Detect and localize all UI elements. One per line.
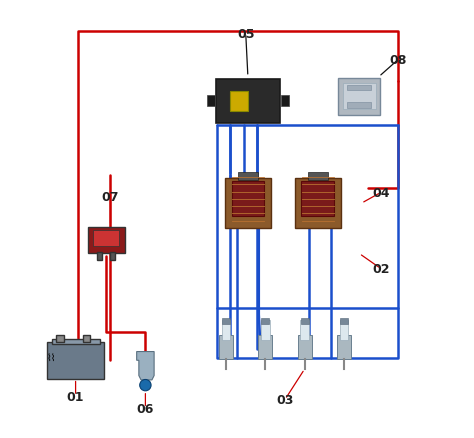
Text: 06: 06 bbox=[137, 402, 154, 415]
FancyBboxPatch shape bbox=[258, 336, 273, 359]
FancyBboxPatch shape bbox=[298, 336, 311, 359]
FancyBboxPatch shape bbox=[219, 336, 233, 359]
Text: 07: 07 bbox=[102, 191, 119, 204]
FancyBboxPatch shape bbox=[207, 96, 215, 107]
FancyBboxPatch shape bbox=[339, 320, 348, 340]
FancyBboxPatch shape bbox=[231, 182, 264, 217]
FancyBboxPatch shape bbox=[216, 80, 280, 123]
FancyBboxPatch shape bbox=[261, 320, 270, 340]
FancyBboxPatch shape bbox=[300, 320, 309, 340]
FancyBboxPatch shape bbox=[347, 103, 371, 109]
Text: 04: 04 bbox=[372, 187, 390, 199]
FancyBboxPatch shape bbox=[295, 179, 341, 229]
Text: 05: 05 bbox=[237, 28, 255, 40]
Text: ⌇⌇: ⌇⌇ bbox=[47, 353, 56, 363]
FancyBboxPatch shape bbox=[301, 182, 334, 217]
Text: 01: 01 bbox=[67, 390, 84, 403]
FancyBboxPatch shape bbox=[93, 231, 119, 246]
FancyBboxPatch shape bbox=[281, 96, 289, 107]
FancyBboxPatch shape bbox=[52, 339, 100, 344]
FancyBboxPatch shape bbox=[343, 84, 375, 110]
FancyBboxPatch shape bbox=[97, 252, 102, 260]
FancyBboxPatch shape bbox=[262, 319, 269, 324]
FancyBboxPatch shape bbox=[230, 92, 248, 111]
FancyBboxPatch shape bbox=[222, 319, 230, 324]
FancyBboxPatch shape bbox=[110, 252, 115, 260]
FancyBboxPatch shape bbox=[301, 319, 309, 324]
Polygon shape bbox=[137, 352, 154, 380]
Text: 03: 03 bbox=[276, 393, 294, 406]
FancyBboxPatch shape bbox=[308, 173, 328, 180]
FancyBboxPatch shape bbox=[338, 79, 380, 116]
FancyBboxPatch shape bbox=[225, 179, 271, 229]
FancyBboxPatch shape bbox=[222, 320, 230, 340]
FancyBboxPatch shape bbox=[337, 336, 351, 359]
Text: 08: 08 bbox=[390, 54, 407, 67]
FancyBboxPatch shape bbox=[56, 335, 64, 342]
Text: 02: 02 bbox=[372, 262, 390, 276]
FancyBboxPatch shape bbox=[88, 228, 125, 254]
FancyBboxPatch shape bbox=[82, 335, 91, 342]
FancyBboxPatch shape bbox=[340, 319, 348, 324]
Circle shape bbox=[140, 380, 151, 391]
FancyBboxPatch shape bbox=[238, 173, 258, 180]
FancyBboxPatch shape bbox=[347, 86, 371, 91]
FancyBboxPatch shape bbox=[47, 342, 104, 379]
